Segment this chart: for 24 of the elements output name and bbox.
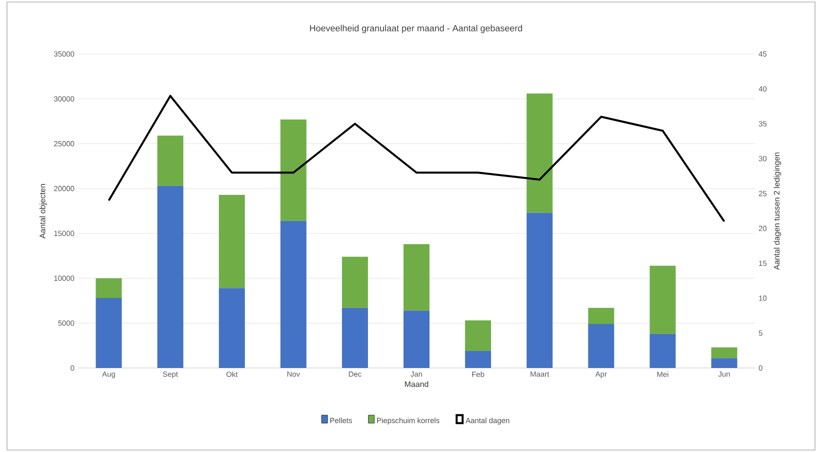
bar: [280, 220, 306, 368]
bar: [588, 324, 614, 368]
bar: [342, 256, 368, 308]
bar: [218, 194, 245, 288]
line-series: [108, 94, 726, 222]
bar: [465, 350, 492, 368]
bar: [526, 212, 553, 368]
bar: [711, 347, 738, 358]
bar: [404, 310, 430, 368]
bar: [588, 308, 614, 324]
bar: [218, 288, 245, 368]
bar: [711, 358, 738, 368]
bar: [280, 119, 306, 221]
chart-title: Hoeveelheid granulaat per maand - Aantal gebaseerd: [310, 24, 522, 34]
bar: [650, 334, 676, 368]
bar: [157, 186, 184, 368]
bar: [96, 298, 122, 368]
bar: [526, 93, 553, 213]
bar: [404, 244, 430, 311]
bar: [342, 308, 368, 368]
bar: [650, 266, 676, 334]
bar: [157, 136, 184, 186]
bar: [465, 320, 492, 351]
bar: [96, 278, 122, 298]
